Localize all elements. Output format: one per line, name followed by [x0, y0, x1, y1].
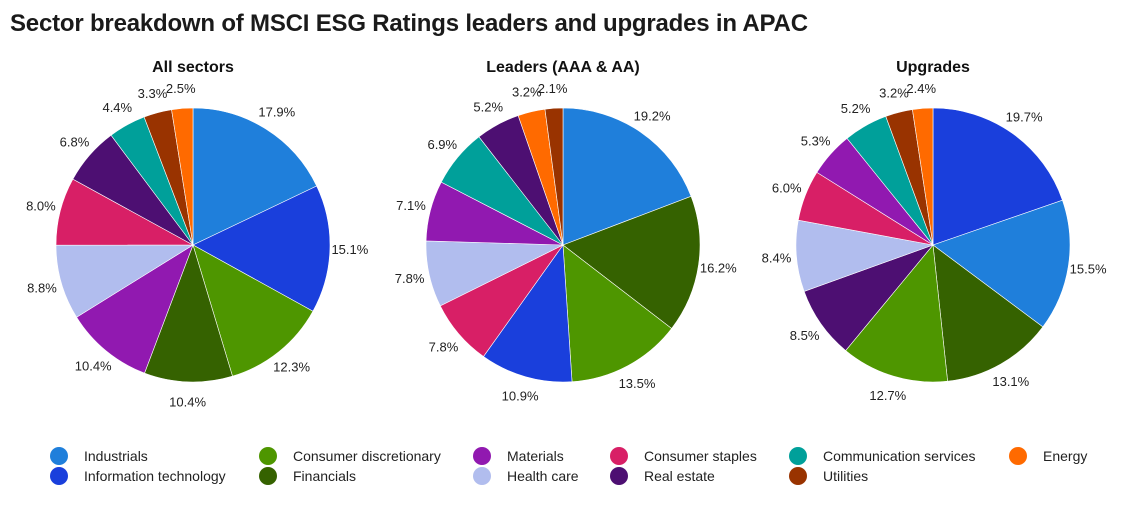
legend-swatch	[50, 447, 68, 465]
legend-label: Information technology	[84, 468, 226, 484]
pie-slice-utilities	[544, 107, 564, 246]
legend-label: Real estate	[644, 468, 715, 484]
legend-label: Consumer staples	[644, 448, 757, 464]
pie-slice-industrials	[192, 107, 318, 246]
pie-slice-energy	[912, 107, 934, 246]
pie-data-label: 13.1%	[992, 374, 1029, 389]
legend-swatch	[1009, 447, 1027, 465]
legend-swatch	[610, 467, 628, 485]
pie-data-label: 8.5%	[790, 328, 820, 343]
pie-slice-financials	[562, 195, 701, 329]
legend-item-comm-services: Communication services	[789, 446, 976, 466]
pie-slice-industrials	[562, 107, 692, 246]
legend-label: Energy	[1043, 448, 1088, 464]
pie-data-label: 12.3%	[273, 360, 310, 375]
pie-data-label: 10.4%	[75, 359, 112, 374]
pie-data-label: 3.2%	[512, 85, 542, 100]
legend-item-real-estate: Real estate	[610, 466, 715, 486]
page-title: Sector breakdown of MSCI ESG Ratings lea…	[10, 10, 808, 37]
pie-data-label: 17.9%	[258, 105, 295, 120]
pie-slice-industrials	[932, 199, 1071, 328]
pie-data-label: 16.2%	[700, 260, 737, 275]
pie-chart-3: Upgrades 19.7% 15.5% 13.1% 12.7% 8.5% 8.4% 6.0%…	[762, 59, 1107, 403]
pie-slice-info-tech	[932, 107, 1063, 246]
pie-chart-2: Leaders (AAA & AA) 19.2% 16.2% 13.5% 10.9% 7.…	[395, 59, 737, 404]
legend-swatch	[259, 467, 277, 485]
legend-swatch	[50, 467, 68, 485]
legend-swatch	[473, 447, 491, 465]
pie-slice-info-tech	[192, 185, 331, 312]
pie-title: Upgrades	[896, 59, 970, 76]
pie-slice-financials	[144, 244, 233, 383]
legend-item-industrials: Industrials	[50, 446, 148, 466]
legend-label: Materials	[507, 448, 564, 464]
pie-slice-cons-disc	[562, 244, 673, 383]
legend-swatch	[259, 447, 277, 465]
pie-data-label: 2.5%	[166, 81, 196, 96]
pie-slice-energy	[171, 107, 194, 246]
pie-data-label: 8.0%	[26, 199, 56, 214]
pie-slice-materials	[76, 244, 194, 374]
pie-data-label: 15.5%	[1070, 262, 1107, 277]
legend-swatch	[789, 447, 807, 465]
pie-data-label: 6.8%	[60, 135, 90, 150]
legend-item-cons-staples: Consumer staples	[610, 446, 757, 466]
legend-label: Communication services	[823, 448, 976, 464]
legend-item-financials: Financials	[259, 466, 356, 486]
pie-data-label: 7.8%	[395, 271, 425, 286]
legend-item-materials: Materials	[473, 446, 564, 466]
pie-data-label: 7.8%	[429, 339, 459, 354]
legend-label: Consumer discretionary	[293, 448, 441, 464]
legend-item-energy: Energy	[1009, 446, 1087, 466]
legend-item-info-tech: Information technology	[50, 466, 226, 486]
pie-data-label: 19.2%	[634, 108, 671, 123]
legend-item-utilities: Utilities	[789, 466, 868, 486]
pie-data-label: 19.7%	[1006, 110, 1043, 125]
pie-data-label: 5.3%	[801, 133, 831, 148]
pie-slice-info-tech	[483, 244, 573, 383]
pie-data-label: 12.7%	[869, 388, 906, 403]
legend-label: Utilities	[823, 468, 869, 484]
legend-swatch	[789, 467, 807, 485]
pie-data-label: 13.5%	[619, 376, 656, 391]
pie-data-label: 15.1%	[331, 242, 368, 257]
legend-item-cons-disc: Consumer discretionary	[259, 446, 441, 466]
pie-data-label: 7.1%	[396, 198, 426, 213]
legend-swatch	[473, 467, 491, 485]
pie-data-label: 3.2%	[879, 85, 909, 100]
pie-data-label: 10.4%	[169, 394, 206, 409]
pie-charts: All sectors 17.9% 15.1% 12.3% 10.4% 10.4% 8.8%…	[26, 59, 1107, 409]
pie-chart-1: All sectors 17.9% 15.1% 12.3% 10.4% 10.4% 8.8%…	[26, 59, 369, 409]
pie-data-label: 4.4%	[102, 100, 132, 115]
pie-data-label: 8.4%	[762, 250, 792, 265]
pie-title: Leaders (AAA & AA)	[486, 59, 640, 76]
pie-data-label: 2.4%	[906, 81, 936, 96]
pie-slice-financials	[932, 244, 1044, 382]
legend: Industrials Information technology Consume…	[0, 446, 1129, 496]
pie-title: All sectors	[152, 59, 234, 76]
pie-data-label: 3.3%	[138, 86, 168, 101]
legend-swatch	[610, 447, 628, 465]
pie-data-label: 6.9%	[427, 137, 457, 152]
pie-data-label: 2.1%	[538, 81, 568, 96]
pie-data-label: 6.0%	[772, 181, 802, 196]
legend-item-health-care: Health care	[473, 466, 579, 486]
pie-data-label: 8.8%	[27, 281, 57, 296]
pie-data-label: 5.2%	[473, 100, 503, 115]
pie-slice-cons-disc	[845, 244, 948, 383]
legend-label: Industrials	[84, 448, 148, 464]
legend-label: Health care	[507, 468, 579, 484]
pie-slice-cons-disc	[192, 244, 314, 377]
legend-label: Financials	[293, 468, 357, 484]
pie-data-label: 10.9%	[502, 389, 539, 404]
pie-data-label: 5.2%	[841, 101, 871, 116]
